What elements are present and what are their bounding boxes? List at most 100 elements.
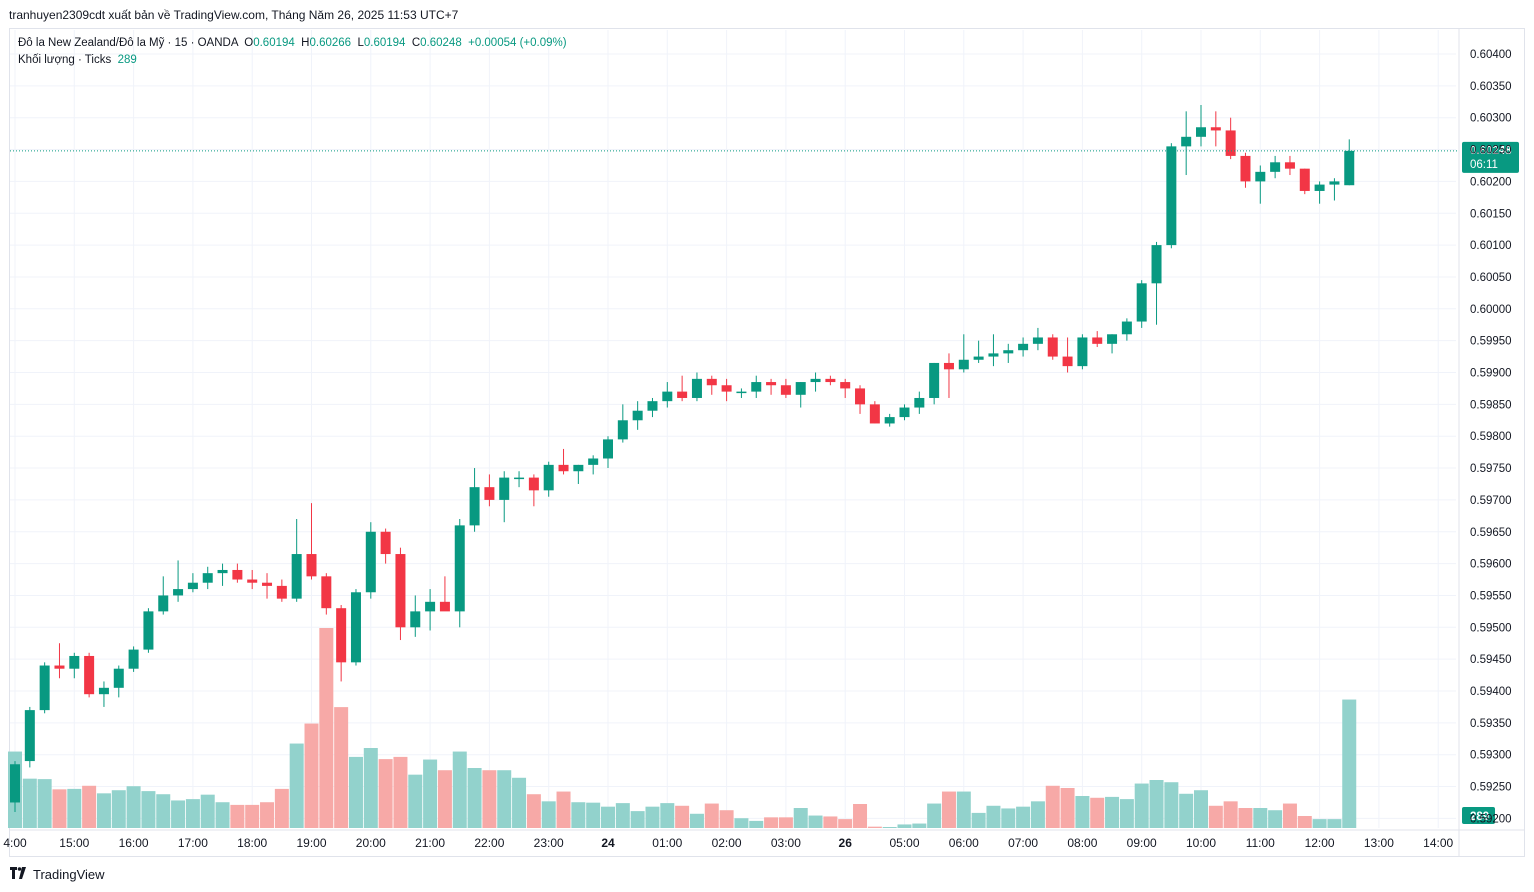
volume-bar xyxy=(1238,808,1253,828)
volume-bar xyxy=(437,770,452,828)
volume-bar xyxy=(1194,790,1208,828)
volume-bar xyxy=(111,790,126,828)
time-axis[interactable]: 4:00 15:00 16:00 17:00 18:00 19:00 20:00 21:00 2… xyxy=(3,829,1525,850)
volume-bar xyxy=(1045,785,1060,828)
volume-bar xyxy=(467,768,482,828)
volume-label[interactable]: Khối lượng · Ticks xyxy=(18,54,112,66)
volume-bar xyxy=(319,628,334,828)
high-value: 0.60266 xyxy=(309,37,352,49)
candle-body xyxy=(1062,356,1073,367)
volume-bar xyxy=(378,759,393,828)
chart-legend: Đô la New Zealand/Đô la Mỹ · 15 · OANDA … xyxy=(18,35,567,69)
time-tick-label: 03:00 xyxy=(771,836,801,850)
volume-bar xyxy=(660,803,675,828)
volume-bar xyxy=(734,818,749,828)
candle-body xyxy=(158,595,169,612)
price-tick-label: 0.59600 xyxy=(1470,559,1512,571)
tradingview-logo-icon xyxy=(10,866,28,882)
volume-bar xyxy=(482,770,497,828)
volume-value: 289 xyxy=(117,54,137,66)
bar-countdown-label: 06:11 xyxy=(1470,159,1498,171)
volume-bar xyxy=(393,756,408,828)
volume-bar xyxy=(37,779,52,828)
last-price-badge xyxy=(1462,141,1519,173)
price-tick-label: 0.59200 xyxy=(1470,813,1512,825)
time-tick-label: 20:00 xyxy=(356,836,386,850)
candle-body xyxy=(514,477,525,480)
footer-brand[interactable]: TradingView xyxy=(10,866,105,882)
candle-body xyxy=(1151,245,1162,284)
candle-body xyxy=(24,710,35,762)
chart-pane[interactable] xyxy=(9,28,1525,857)
volume-bar xyxy=(764,817,779,828)
candle-body xyxy=(929,362,940,398)
volume-bar xyxy=(423,759,438,828)
candle-body xyxy=(795,382,806,395)
volume-bar xyxy=(941,791,956,828)
open-label: O xyxy=(244,37,254,49)
candle-body xyxy=(128,649,139,669)
candle-body xyxy=(973,356,984,360)
candle-body xyxy=(202,573,213,583)
volume-bar xyxy=(1149,780,1164,828)
candle-body xyxy=(336,608,347,663)
price-tick-label: 0.59650 xyxy=(1470,527,1512,539)
volume-bar xyxy=(556,791,571,828)
candle-body xyxy=(840,382,851,389)
candle-body xyxy=(365,531,376,593)
volume-bar xyxy=(1105,796,1120,828)
price-tick-label: 0.59450 xyxy=(1470,654,1512,666)
candle-body xyxy=(647,401,658,411)
price-tick-label: 0.59700 xyxy=(1470,495,1512,507)
volume-bar xyxy=(778,817,793,828)
price-tick-label: 0.60000 xyxy=(1470,304,1512,316)
volume-bar xyxy=(452,751,467,828)
last-price-label: 0.60248 xyxy=(1470,145,1512,157)
volume-bar xyxy=(274,788,289,828)
symbol-description[interactable]: Đô la New Zealand/Đô la Mỹ · 15 · OANDA xyxy=(18,37,238,49)
price-tick-label: 0.59950 xyxy=(1470,336,1512,348)
volume-bar xyxy=(927,803,942,828)
candle-body xyxy=(677,391,688,398)
time-tick-label: 09:00 xyxy=(1127,836,1157,850)
volume-bar xyxy=(1090,797,1105,828)
volume-bar xyxy=(245,804,260,828)
candle-body xyxy=(1181,136,1192,147)
candle-body xyxy=(884,417,895,424)
volume-bar xyxy=(408,774,423,828)
time-tick-label: 18:00 xyxy=(237,836,267,850)
candle-body xyxy=(1344,150,1355,186)
volume-bar xyxy=(689,813,704,828)
candle-body xyxy=(217,569,228,574)
candle-body xyxy=(1210,127,1221,131)
candle-body xyxy=(98,687,109,695)
candle-body xyxy=(899,407,910,418)
candle-body xyxy=(454,525,465,612)
price-tick-label: 0.60200 xyxy=(1470,176,1512,188)
price-tick-label: 0.59750 xyxy=(1470,463,1512,475)
volume-bar xyxy=(82,785,97,828)
volume-bar xyxy=(823,816,838,828)
volume-bar xyxy=(363,748,378,828)
candle-body xyxy=(988,353,999,357)
volume-bar xyxy=(289,743,304,828)
candle-body xyxy=(173,589,184,596)
volume-bar xyxy=(956,791,971,828)
time-tick-label: 21:00 xyxy=(415,836,445,850)
volume-bar xyxy=(334,707,349,828)
candle-body xyxy=(632,410,643,421)
price-tick-label: 0.60300 xyxy=(1470,113,1512,125)
candle-body xyxy=(943,362,954,370)
volume-bar xyxy=(1223,801,1238,828)
candle-body xyxy=(276,585,287,599)
price-tick-label: 0.60150 xyxy=(1470,208,1512,220)
volume-bar xyxy=(1060,788,1075,828)
candle-body xyxy=(469,487,480,526)
volume-bar xyxy=(200,794,215,828)
price-axis[interactable]: 0.60400 0.60350 0.60300 0.60250 0.60200 0.601… xyxy=(1458,29,1512,856)
volume-bar xyxy=(912,823,927,828)
volume-bar xyxy=(304,723,319,828)
candle-body xyxy=(1136,283,1147,322)
time-tick-label: 24 xyxy=(601,836,615,850)
